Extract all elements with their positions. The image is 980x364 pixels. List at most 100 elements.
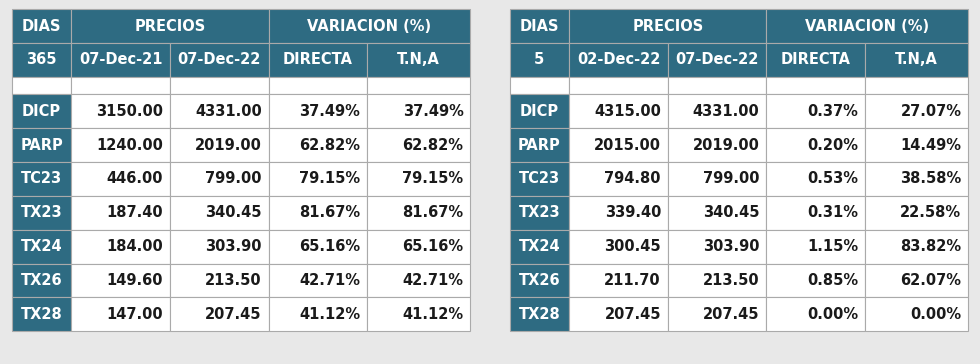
Text: 41.12%: 41.12% <box>299 307 361 322</box>
Bar <box>269 128 368 162</box>
Text: DICP: DICP <box>519 104 559 119</box>
Bar <box>865 196 968 230</box>
Bar <box>766 128 865 162</box>
Text: 149.60: 149.60 <box>107 273 163 288</box>
Text: 187.40: 187.40 <box>107 205 163 220</box>
Bar <box>766 196 865 230</box>
Text: 65.16%: 65.16% <box>299 239 361 254</box>
Text: 79.15%: 79.15% <box>403 171 464 186</box>
Bar <box>569 43 667 77</box>
Text: 799.00: 799.00 <box>205 171 262 186</box>
Text: 37.49%: 37.49% <box>403 104 464 119</box>
Text: 340.45: 340.45 <box>205 205 262 220</box>
Text: 147.00: 147.00 <box>107 307 163 322</box>
Bar <box>569 94 667 128</box>
Text: 300.45: 300.45 <box>605 239 661 254</box>
Text: 184.00: 184.00 <box>107 239 163 254</box>
Bar <box>12 94 72 128</box>
Text: 0.53%: 0.53% <box>808 171 858 186</box>
Bar <box>510 297 569 331</box>
Text: 213.50: 213.50 <box>703 273 760 288</box>
Text: 0.31%: 0.31% <box>808 205 858 220</box>
Bar <box>667 94 766 128</box>
Bar <box>12 43 72 77</box>
Text: DIRECTA: DIRECTA <box>283 52 353 67</box>
Bar <box>368 162 470 196</box>
Bar <box>368 230 470 264</box>
Text: 2019.00: 2019.00 <box>693 138 760 153</box>
Bar <box>12 162 72 196</box>
Text: TX26: TX26 <box>518 273 561 288</box>
Text: TX28: TX28 <box>21 307 63 322</box>
Bar <box>510 94 569 128</box>
Bar <box>269 264 368 297</box>
Bar <box>766 230 865 264</box>
Bar <box>269 9 470 43</box>
Bar <box>269 43 368 77</box>
Text: 4331.00: 4331.00 <box>693 104 760 119</box>
Bar <box>269 94 368 128</box>
Bar <box>667 43 766 77</box>
Text: 07-Dec-22: 07-Dec-22 <box>177 52 261 67</box>
Text: TX26: TX26 <box>21 273 63 288</box>
Text: TX24: TX24 <box>21 239 63 254</box>
Bar <box>766 264 865 297</box>
Bar <box>766 77 865 94</box>
Text: TX28: TX28 <box>518 307 561 322</box>
Text: 303.90: 303.90 <box>703 239 760 254</box>
Bar <box>510 230 569 264</box>
Bar <box>368 196 470 230</box>
Text: 1240.00: 1240.00 <box>96 138 163 153</box>
Bar <box>269 297 368 331</box>
Bar <box>766 162 865 196</box>
Bar <box>569 162 667 196</box>
Text: 0.37%: 0.37% <box>808 104 858 119</box>
Text: 2015.00: 2015.00 <box>594 138 661 153</box>
Text: 365: 365 <box>26 52 57 67</box>
Bar <box>269 162 368 196</box>
Bar <box>12 264 72 297</box>
Bar <box>72 9 269 43</box>
Text: 81.67%: 81.67% <box>403 205 464 220</box>
Bar <box>865 230 968 264</box>
Text: PARP: PARP <box>21 138 63 153</box>
Text: TX23: TX23 <box>21 205 63 220</box>
Bar <box>170 297 269 331</box>
Bar <box>510 77 569 94</box>
Text: 4315.00: 4315.00 <box>594 104 661 119</box>
Bar <box>865 128 968 162</box>
Bar <box>170 128 269 162</box>
Bar <box>667 264 766 297</box>
Text: TX23: TX23 <box>518 205 561 220</box>
Bar <box>170 162 269 196</box>
Bar <box>269 230 368 264</box>
Text: 0.20%: 0.20% <box>808 138 858 153</box>
Text: 62.82%: 62.82% <box>299 138 361 153</box>
Bar <box>72 264 170 297</box>
Text: VARIACION (%): VARIACION (%) <box>308 19 431 33</box>
Text: 207.45: 207.45 <box>605 307 661 322</box>
Bar <box>667 297 766 331</box>
Bar <box>368 94 470 128</box>
Bar <box>170 77 269 94</box>
Bar <box>170 43 269 77</box>
Text: PRECIOS: PRECIOS <box>632 19 704 33</box>
Text: T.N,A: T.N,A <box>895 52 938 67</box>
Bar <box>865 77 968 94</box>
Bar <box>12 128 72 162</box>
Text: 213.50: 213.50 <box>205 273 262 288</box>
Bar <box>766 9 968 43</box>
Text: 340.45: 340.45 <box>703 205 760 220</box>
Text: 02-Dec-22: 02-Dec-22 <box>577 52 661 67</box>
Bar <box>569 77 667 94</box>
Bar <box>170 94 269 128</box>
Bar <box>12 230 72 264</box>
Text: 2019.00: 2019.00 <box>195 138 262 153</box>
Text: 42.71%: 42.71% <box>299 273 361 288</box>
Bar <box>368 128 470 162</box>
Text: 83.82%: 83.82% <box>901 239 961 254</box>
Text: PRECIOS: PRECIOS <box>134 19 206 33</box>
Bar <box>368 77 470 94</box>
Bar <box>368 264 470 297</box>
Bar <box>865 264 968 297</box>
